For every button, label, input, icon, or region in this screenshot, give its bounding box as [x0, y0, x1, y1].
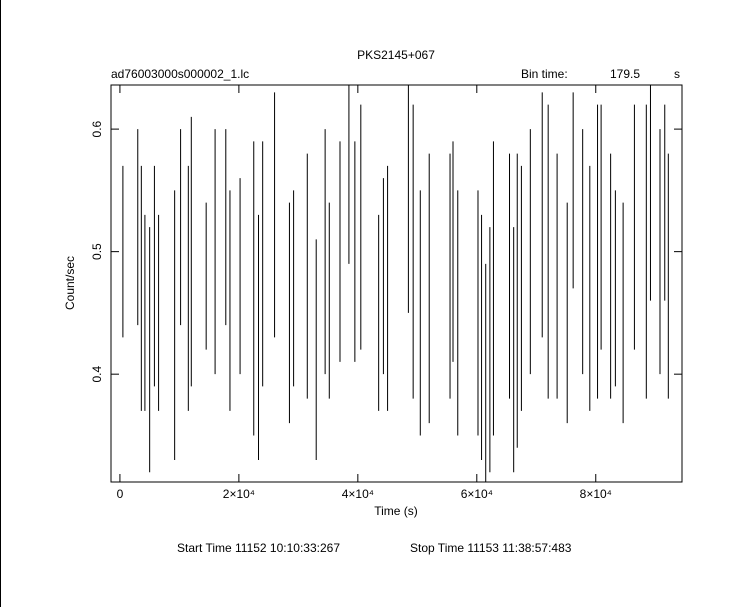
bin-time-label: Bin time: [521, 67, 568, 81]
chart-title: PKS2145+067 [357, 48, 435, 62]
error-bars [122, 85, 669, 482]
y-tick-label: 0.5 [90, 243, 104, 260]
x-tick-label: 2×10⁴ [223, 487, 255, 501]
start-time: Start Time 11152 10:10:33:267 [177, 541, 340, 555]
y-tick-label: 0.6 [90, 120, 104, 137]
stop-time: Stop Time 11153 11:38:57:483 [410, 541, 572, 555]
bin-time-value: 179.5 [610, 67, 640, 81]
x-tick-label: 6×10⁴ [461, 487, 493, 501]
x-axis-label: Time (s) [374, 504, 418, 518]
y-axis-label: Count/sec [63, 256, 77, 310]
x-tick-label: 0 [117, 487, 124, 501]
y-tick-label: 0.4 [90, 366, 104, 383]
bin-time-unit: s [674, 67, 680, 81]
file-label: ad76003000s000002_1.lc [111, 67, 249, 81]
x-tick-label: 4×10⁴ [342, 487, 374, 501]
plot-frame [110, 84, 683, 483]
x-tick-label: 8×10⁴ [580, 487, 612, 501]
